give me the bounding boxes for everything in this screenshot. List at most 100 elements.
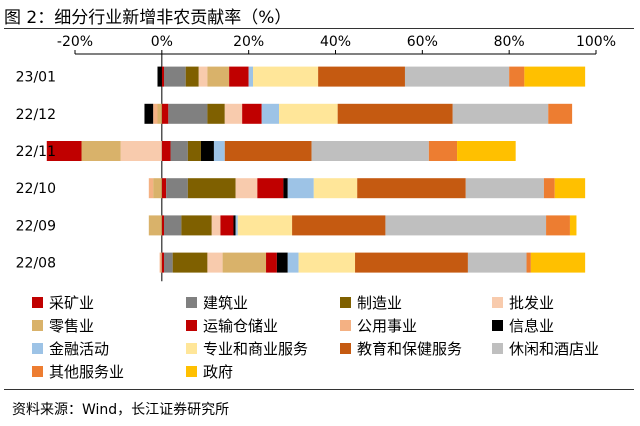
bar-segment bbox=[161, 141, 171, 161]
bar-segment bbox=[172, 252, 208, 273]
bar-segment bbox=[313, 178, 358, 199]
category-label: 22/12 bbox=[16, 107, 56, 123]
bar-segment bbox=[355, 252, 468, 273]
legend-item: 运输仓储业 bbox=[186, 315, 278, 336]
bar-segment bbox=[166, 178, 188, 199]
legend-swatch bbox=[32, 343, 43, 354]
legend-label: 零售业 bbox=[49, 317, 95, 335]
legend-label: 建筑业 bbox=[203, 294, 249, 312]
bar-segment bbox=[248, 66, 254, 87]
bar-segment bbox=[164, 215, 182, 236]
x-axis: -20% 0% 20% 40% 60% 80% 100% bbox=[57, 34, 616, 282]
bar-segment bbox=[207, 103, 225, 124]
x-tick-label: -20% bbox=[57, 34, 93, 50]
x-tick-label: 80% bbox=[494, 34, 525, 50]
legend-label: 金融活动 bbox=[49, 340, 110, 358]
bar-segment bbox=[530, 252, 586, 273]
bar-segment bbox=[237, 215, 293, 236]
bar-segment bbox=[298, 252, 356, 273]
category-label: 22/08 bbox=[16, 256, 56, 272]
bar-segment bbox=[198, 66, 208, 87]
bar-segment bbox=[253, 66, 319, 87]
bar-segment bbox=[526, 252, 531, 273]
category-label: 22/10 bbox=[16, 181, 56, 197]
legend-label: 制造业 bbox=[357, 294, 403, 312]
bar-segment bbox=[187, 141, 201, 161]
category-label: 23/01 bbox=[16, 70, 56, 86]
legend-swatch bbox=[340, 297, 351, 308]
bar-segment bbox=[148, 215, 162, 236]
bar-segment bbox=[207, 252, 223, 273]
legend-item: 公用事业 bbox=[340, 315, 417, 336]
legend-item: 批发业 bbox=[492, 292, 554, 313]
bar-segment bbox=[509, 66, 525, 87]
bar-segment bbox=[318, 66, 405, 87]
category-label: 22/09 bbox=[16, 218, 56, 234]
bar-segment bbox=[311, 141, 429, 161]
y-axis-categories: 23/01 22/12 22/11 22/10 22/09 22/08 bbox=[16, 70, 56, 272]
bar-segment bbox=[222, 252, 267, 273]
legend-swatch bbox=[186, 343, 197, 354]
legend-item: 教育和保健服务 bbox=[340, 338, 462, 359]
legend-item: 休闲和酒店业 bbox=[492, 338, 599, 359]
bar-segment bbox=[153, 178, 162, 199]
source-divider bbox=[4, 389, 634, 390]
bar-segment bbox=[337, 103, 453, 124]
bar-segment bbox=[292, 215, 386, 236]
bar-segment bbox=[287, 252, 299, 273]
legend-item: 其他服务业 bbox=[32, 361, 124, 382]
bar-segment bbox=[144, 103, 154, 124]
legend-swatch bbox=[186, 366, 197, 377]
legend-swatch bbox=[492, 297, 503, 308]
bar-segment bbox=[185, 66, 199, 87]
bars bbox=[46, 66, 586, 273]
bar-segment bbox=[357, 178, 466, 199]
bar-segment bbox=[161, 178, 167, 199]
bar-segment bbox=[543, 178, 555, 199]
bar-segment bbox=[148, 178, 154, 199]
bar-segment bbox=[548, 103, 573, 124]
bar-segment bbox=[279, 103, 338, 124]
legend-swatch bbox=[492, 320, 503, 331]
legend-label: 专业和商业服务 bbox=[203, 340, 309, 358]
bar-segment bbox=[200, 141, 214, 161]
bar-segment bbox=[224, 103, 243, 124]
bar-segment bbox=[452, 103, 549, 124]
bar-segment bbox=[235, 215, 238, 236]
category-label: 22/11 bbox=[16, 144, 56, 160]
legend-swatch bbox=[32, 320, 43, 331]
x-tick-label: 40% bbox=[320, 34, 351, 50]
legend-label: 批发业 bbox=[509, 294, 555, 312]
bar-segment bbox=[181, 215, 212, 236]
bar-segment bbox=[213, 141, 225, 161]
bar-segment bbox=[168, 103, 208, 124]
legend-swatch bbox=[340, 320, 351, 331]
bar-segment bbox=[266, 252, 277, 273]
bar-segment bbox=[428, 141, 458, 161]
legend-item: 采矿业 bbox=[32, 292, 94, 313]
source-note: 资料来源：Wind，长江证券研究所 bbox=[12, 402, 230, 418]
bar-segment bbox=[546, 215, 570, 236]
legend: 采矿业 建筑业 制造业 批发业 零售业 运输仓储业 公用事业 信息业 金融活动 专业和商业服务 教育… bbox=[32, 292, 632, 384]
bar-segment bbox=[554, 178, 586, 199]
bar-segment bbox=[257, 178, 284, 199]
x-tick-label: 100% bbox=[576, 34, 616, 50]
bar-segment bbox=[467, 252, 527, 273]
bar-segment bbox=[120, 141, 162, 161]
bar-segment bbox=[170, 141, 188, 161]
bar-segment bbox=[242, 103, 262, 124]
legend-label: 休闲和酒店业 bbox=[509, 340, 600, 358]
legend-swatch bbox=[340, 343, 351, 354]
bar-segment bbox=[235, 178, 258, 199]
bar-segment bbox=[465, 178, 544, 199]
chart-title: 图 2：细分行业新增非农贡献率（%） bbox=[4, 8, 292, 28]
bar-segment bbox=[164, 252, 173, 273]
bar-segment bbox=[287, 178, 314, 199]
bar-segment bbox=[404, 66, 510, 87]
legend-label: 政府 bbox=[203, 363, 234, 381]
bar-segment bbox=[261, 103, 280, 124]
legend-swatch bbox=[32, 297, 43, 308]
bar-segment bbox=[385, 215, 547, 236]
bar-segment bbox=[161, 103, 169, 124]
legend-swatch bbox=[32, 366, 43, 377]
